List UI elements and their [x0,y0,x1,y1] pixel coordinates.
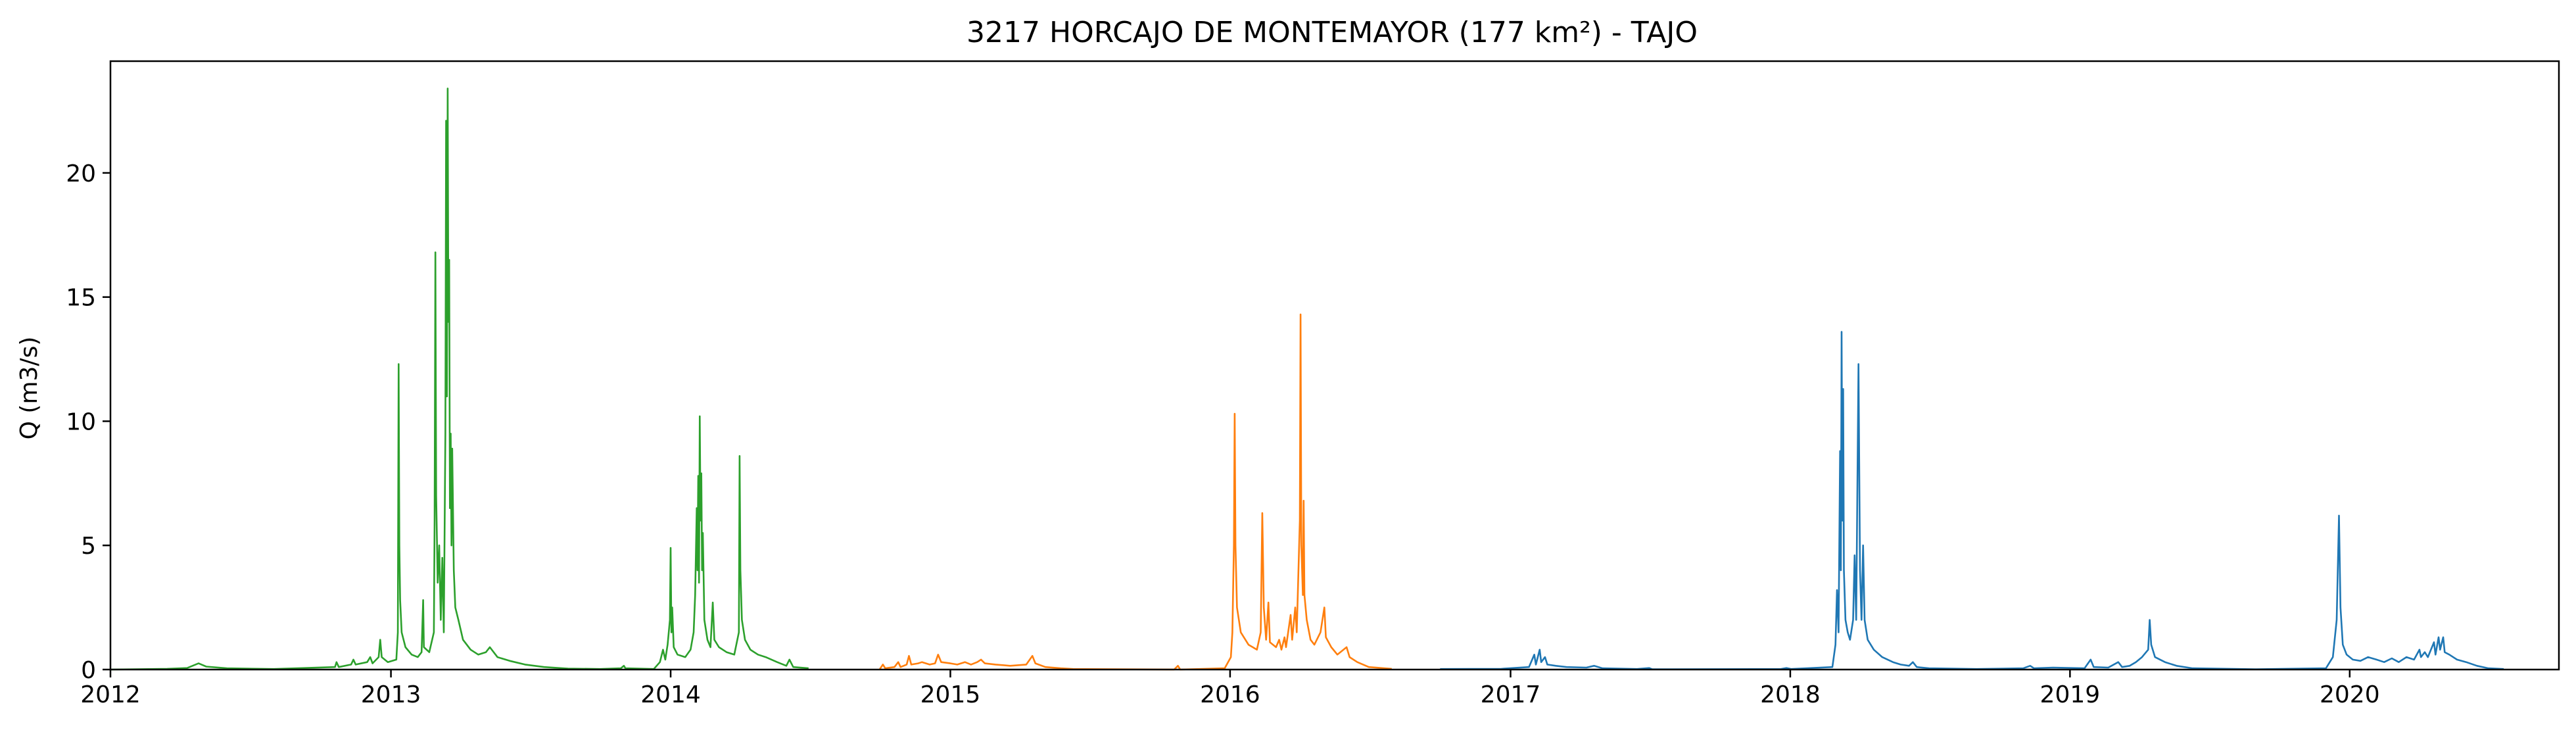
plot-frame [109,60,2560,671]
x-tick-label: 2015 [920,681,981,708]
x-tick-label: 2019 [2040,681,2101,708]
y-tick-label: 20 [66,160,96,187]
series-line-2 [879,313,1392,671]
y-axis-label: Q (m3/s) [16,337,43,440]
x-tick-label: 2012 [80,681,141,708]
y-tick-label: 15 [66,285,96,312]
y-axis: 0 5 10 15 20 [66,160,110,684]
x-tick-label: 2013 [361,681,421,708]
y-tick-label: 5 [81,533,96,560]
x-tick-label: 2020 [2320,681,2380,708]
y-tick-label: 0 [81,657,96,684]
x-tick-label: 2017 [1481,681,1541,708]
series-layer [110,87,2504,671]
x-tick-label: 2016 [1200,681,1260,708]
chart-title: 3217 HORCAJO DE MONTEMAYOR (177 km²) - T… [966,16,1698,49]
x-axis: 2012 2013 2014 2015 2016 2017 2018 2019 2020 [80,670,2380,708]
x-tick-label: 2014 [640,681,701,708]
y-tick-label: 10 [66,408,96,435]
series-line-1 [110,87,809,671]
series-line-3 [1440,331,2504,670]
x-tick-label: 2018 [1760,681,1821,708]
